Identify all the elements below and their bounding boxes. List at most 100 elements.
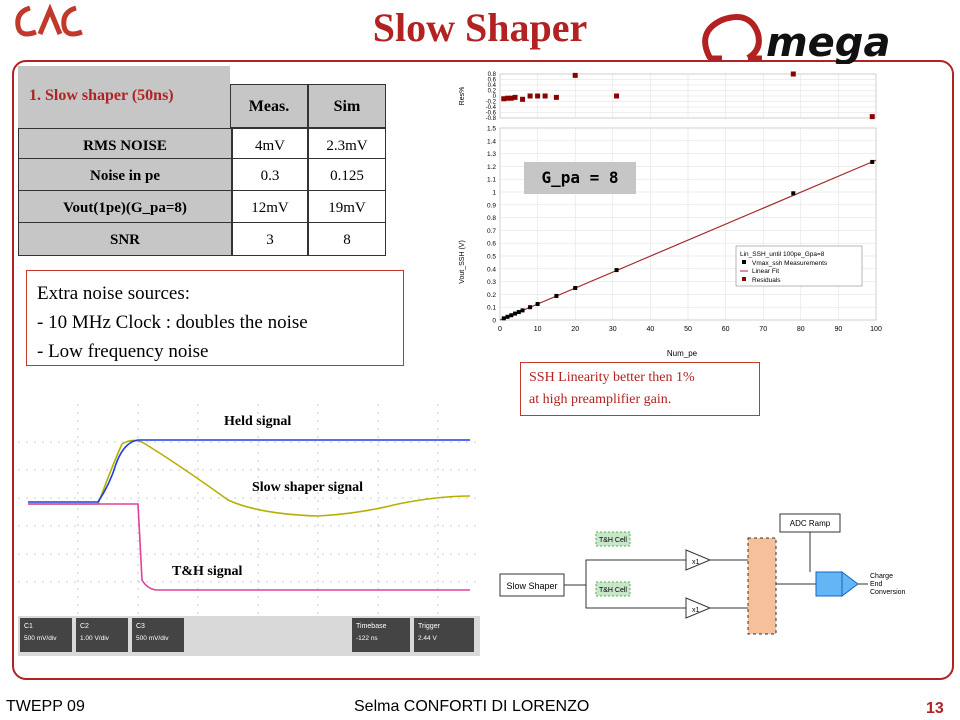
residual-point (542, 93, 548, 99)
y-tick-label: 0 (492, 318, 496, 325)
svg-text:mega: mega (766, 20, 890, 64)
shaper-schematic: Slow Shaper T&H Cell T&H Cell x1 x1 ADC … (499, 513, 906, 635)
measurement-point (509, 313, 514, 318)
x-tick-label: 70 (759, 326, 767, 333)
y-tick-label: 0.3 (487, 279, 496, 286)
res-tick-label: 0 (493, 94, 497, 100)
res-tick-label: -0.8 (486, 116, 497, 122)
linearity-note-line: SSH Linearity better then 1% (529, 370, 695, 385)
th-cell-1: T&H Cell (599, 537, 627, 544)
res-tick-label: 0.8 (488, 72, 497, 78)
x-axis-label: Num_pe (667, 349, 698, 358)
y-tick-label: 1.5 (487, 126, 496, 133)
ch-label: C3 (136, 623, 145, 630)
measurement-point (573, 286, 578, 290)
y-tick-label: 1.2 (487, 164, 496, 171)
page-number: 13 (926, 700, 944, 717)
y-axis-label: Vout_SSH (V) (459, 240, 466, 284)
table-row: SNR 3 8 (18, 222, 386, 256)
y-tick-label: 1.1 (487, 177, 496, 184)
residual-point (553, 94, 559, 100)
slow-shaper-trace (28, 439, 471, 517)
th-cell-2: T&H Cell (599, 587, 627, 594)
table-row: RMS NOISE 4mV 2.3mV (18, 128, 386, 162)
table-row: Noise in pe 0.3 0.125 (18, 158, 386, 192)
x-tick-label: 40 (647, 326, 655, 333)
y-tick-label: 1.4 (487, 138, 496, 145)
residual-points (501, 71, 875, 120)
x-tick-label: 30 (609, 326, 617, 333)
ch-value: 500 mV/div (24, 635, 57, 642)
residual-point (572, 72, 578, 78)
measurement-point (528, 305, 533, 310)
plot-ticks: 0 10 20 30 40 50 60 70 80 90 10000.10.20.30.40.50.… (486, 72, 882, 333)
table-caption: 1. Slow shaper (50ns) (29, 87, 174, 104)
measurement-point (791, 191, 796, 196)
adc-ramp-block: ADC Ramp (790, 519, 831, 528)
slow-shaper-signal-label: Slow shaper signal (252, 480, 363, 495)
y-tick-label: 0.6 (487, 241, 496, 248)
residual-point (614, 93, 620, 99)
y-tick-label: 1.3 (487, 151, 496, 158)
meas-value: 4mV (232, 128, 308, 162)
x-tick-label: 100 (870, 326, 882, 333)
measurement-point (520, 308, 525, 313)
measurement-point (870, 159, 875, 164)
measurement-point (516, 310, 521, 315)
charge-end-label: Charge End Conversion (870, 573, 906, 596)
residual-point (501, 96, 507, 102)
x-tick-label: 10 (534, 326, 542, 333)
x-tick-label: 90 (835, 326, 843, 333)
held-signal-label: Held signal (224, 414, 292, 429)
buffer-1: x1 (692, 559, 700, 566)
table-caption-box: 1. Slow shaper (50ns) (18, 66, 230, 128)
ch-value: 500 mV/div (136, 635, 169, 642)
legend-title: Lin_SSH_until 100pe_Gpa=8 (740, 251, 825, 258)
y-tick-label: 0.5 (487, 254, 496, 261)
res-tick-label: -0.6 (486, 111, 497, 117)
slide-frame (12, 60, 954, 680)
buffer-2: x1 (692, 607, 700, 614)
y-tick-label: 0.9 (487, 202, 496, 209)
th-signal-label: T&H signal (172, 564, 243, 579)
y-tick-label: 0.2 (487, 292, 496, 299)
row-label: Vout(1pe)(G_pa=8) (18, 190, 232, 224)
res-tick-label: -0.4 (486, 105, 497, 111)
footer-event: TWEPP 09 (6, 698, 85, 715)
ch-value: 1.00 V/div (80, 635, 110, 642)
plot-legend: Lin_SSH_until 100pe_Gpa=8 Vmax_ssh Measu… (735, 245, 863, 287)
ch-label: C2 (80, 623, 89, 630)
x-tick-label: 60 (722, 326, 730, 333)
header-sim: Sim (308, 84, 386, 128)
omega-logo: mega (700, 12, 950, 69)
legend-item: Residuals (752, 277, 781, 284)
sim-value: 2.3mV (308, 128, 386, 162)
lal-logo (10, 2, 90, 51)
meas-value: 3 (232, 222, 308, 256)
legend-item: Vmax_ssh Measurements (752, 260, 828, 267)
noise-notes-box: Extra noise sources: - 10 MHz Clock : do… (26, 270, 404, 366)
linearity-note-box: SSH Linearity better then 1% at high pre… (520, 362, 760, 416)
measurement-point (513, 311, 518, 316)
charge-end-line: Conversion (870, 589, 906, 596)
res-tick-label: 0.2 (488, 89, 497, 95)
ch-value: -122 ns (356, 635, 378, 642)
res-tick-label: 0.6 (488, 78, 497, 84)
charge-end-line: Charge (870, 573, 893, 580)
measurement-point (535, 302, 540, 306)
oscilloscope-screenshot: C1 500 mV/div C2 1.00 V/div C3 500 mV/di… (18, 404, 480, 668)
row-label: Noise in pe (18, 158, 232, 192)
x-tick-label: 50 (684, 326, 692, 333)
measurement-point (614, 268, 619, 273)
ch-label: Trigger (418, 623, 441, 630)
y-tick-label: 0.4 (487, 266, 496, 273)
row-label: RMS NOISE (18, 128, 232, 162)
residual-point (790, 71, 796, 77)
notes-line: - Low frequency noise (37, 341, 209, 362)
x-tick-label: 20 (571, 326, 579, 333)
residual-point (527, 93, 533, 99)
residual-point (535, 93, 541, 99)
y-tick-label: 0.1 (487, 305, 496, 312)
ch-label: Timebase (356, 623, 387, 630)
measurement-point (554, 293, 559, 298)
